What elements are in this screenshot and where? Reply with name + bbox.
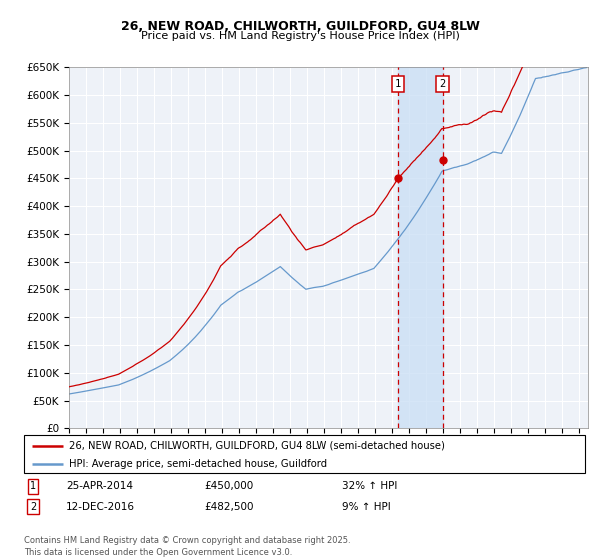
Text: £450,000: £450,000 xyxy=(204,481,253,491)
Text: 26, NEW ROAD, CHILWORTH, GUILDFORD, GU4 8LW: 26, NEW ROAD, CHILWORTH, GUILDFORD, GU4 … xyxy=(121,20,479,33)
Text: 26, NEW ROAD, CHILWORTH, GUILDFORD, GU4 8LW (semi-detached house): 26, NEW ROAD, CHILWORTH, GUILDFORD, GU4 … xyxy=(69,441,445,451)
Text: £482,500: £482,500 xyxy=(204,502,254,512)
Text: 12-DEC-2016: 12-DEC-2016 xyxy=(66,502,135,512)
Text: 2: 2 xyxy=(30,502,36,512)
Text: Contains HM Land Registry data © Crown copyright and database right 2025.
This d: Contains HM Land Registry data © Crown c… xyxy=(24,536,350,557)
Text: 32% ↑ HPI: 32% ↑ HPI xyxy=(342,481,397,491)
Text: 25-APR-2014: 25-APR-2014 xyxy=(66,481,133,491)
Text: 9% ↑ HPI: 9% ↑ HPI xyxy=(342,502,391,512)
Text: 1: 1 xyxy=(395,79,401,89)
Bar xyxy=(398,67,443,428)
Text: 2: 2 xyxy=(439,79,446,89)
Text: Price paid vs. HM Land Registry's House Price Index (HPI): Price paid vs. HM Land Registry's House … xyxy=(140,31,460,41)
Text: HPI: Average price, semi-detached house, Guildford: HPI: Average price, semi-detached house,… xyxy=(69,459,327,469)
Text: 1: 1 xyxy=(30,481,36,491)
